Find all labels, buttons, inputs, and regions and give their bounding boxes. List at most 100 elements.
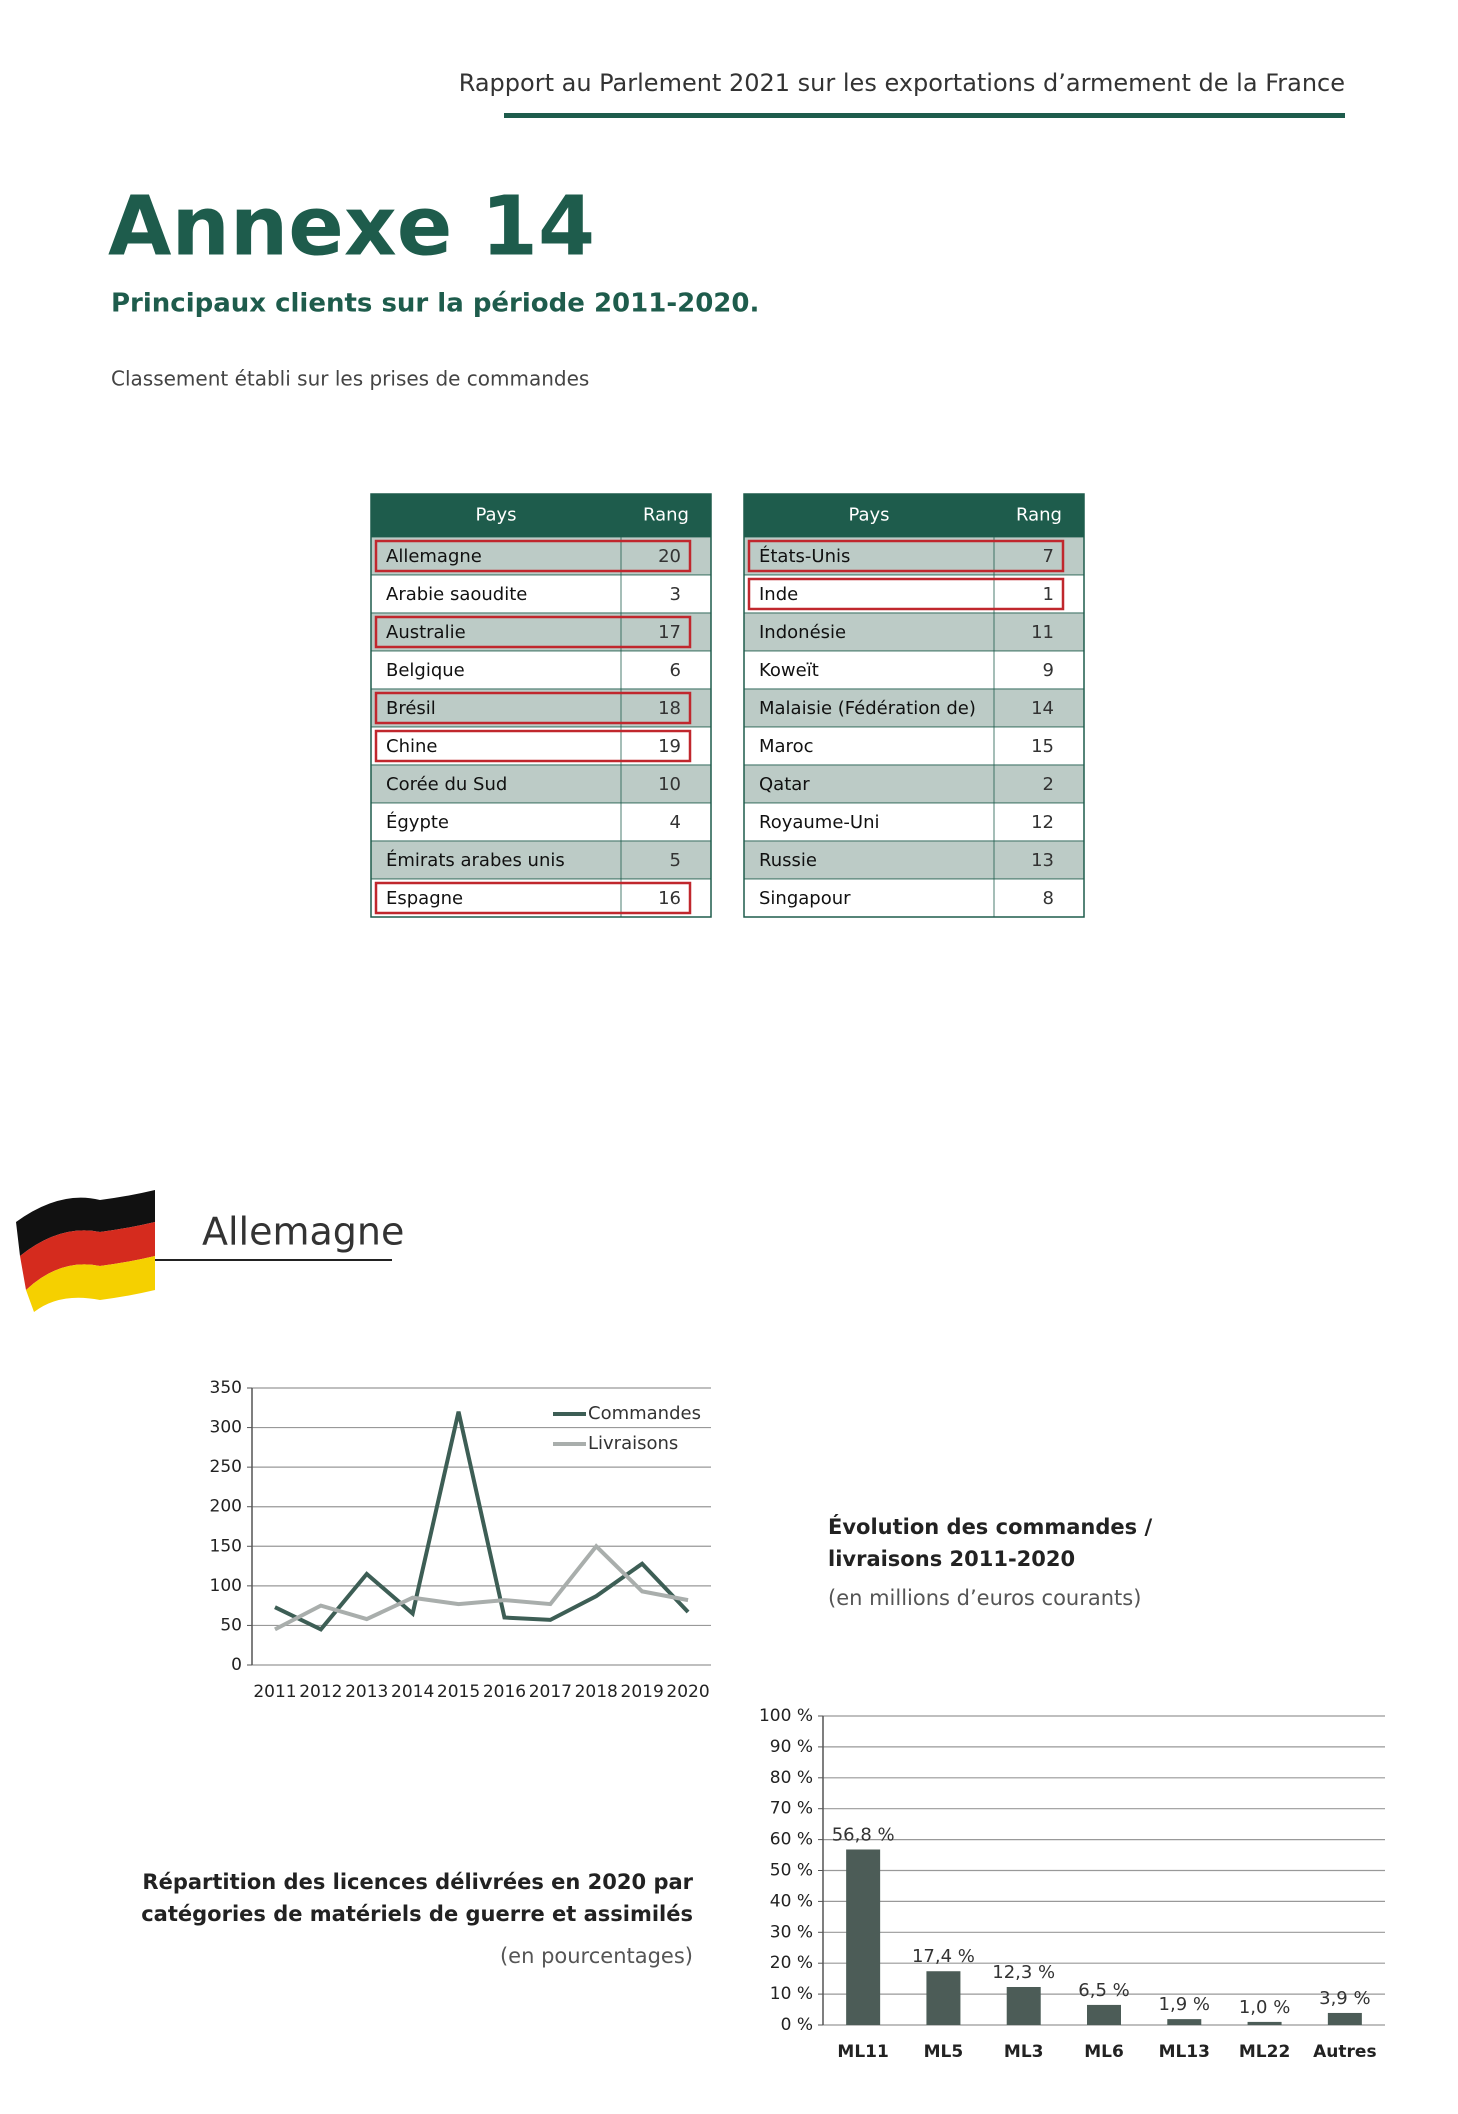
table-row bbox=[370, 840, 712, 880]
rank-cell: 15 bbox=[1031, 736, 1054, 757]
x-tick-label: ML11 bbox=[837, 2042, 888, 2062]
country-cell: Égypte bbox=[386, 811, 449, 833]
y-tick-label: 80 % bbox=[770, 1768, 813, 1788]
table-row bbox=[743, 650, 1085, 690]
bar bbox=[1327, 2012, 1362, 2025]
rank-cell: 20 bbox=[658, 546, 681, 567]
table-border bbox=[370, 493, 712, 918]
table-row bbox=[743, 840, 1085, 880]
x-tick-label: 2017 bbox=[529, 1682, 572, 1702]
y-tick-label: 0 % bbox=[781, 2015, 813, 2035]
bar bbox=[926, 1971, 961, 2025]
rank-cell: 17 bbox=[658, 622, 681, 643]
rank-cell: 19 bbox=[658, 736, 681, 757]
country-cell: Allemagne bbox=[386, 546, 482, 567]
country-cell: Indonésie bbox=[759, 622, 846, 643]
country-cell: Singapour bbox=[759, 888, 851, 909]
table-row bbox=[370, 802, 712, 842]
bar bbox=[846, 1849, 881, 2025]
line-chart-subtitle: (en millions d’euros courants) bbox=[828, 1586, 1142, 1610]
rank-cell: 14 bbox=[1031, 698, 1054, 719]
country-cell: Émirats arabes unis bbox=[386, 849, 565, 871]
series-line bbox=[274, 1543, 689, 1632]
y-tick-label: 200 bbox=[210, 1497, 242, 1517]
table-row bbox=[370, 650, 712, 690]
country-cell: Brésil bbox=[386, 698, 436, 719]
y-tick-label: 90 % bbox=[770, 1737, 813, 1757]
column-header: Rang bbox=[1016, 505, 1062, 526]
highlight-box bbox=[374, 881, 692, 915]
table-row bbox=[370, 878, 712, 918]
highlight-box bbox=[747, 539, 1065, 573]
flag bbox=[16, 1190, 155, 1312]
column-header: Rang bbox=[643, 505, 689, 526]
y-tick-label: 50 % bbox=[770, 1861, 813, 1881]
bar-chart-subtitle: (en pourcentages) bbox=[499, 1944, 693, 1968]
y-tick-label: 60 % bbox=[770, 1830, 813, 1850]
y-tick-label: 150 bbox=[210, 1536, 242, 1556]
y-tick-label: 20 % bbox=[770, 1953, 813, 1973]
bar bbox=[1167, 2019, 1202, 2025]
x-tick-label: Autres bbox=[1313, 2042, 1376, 2062]
header-rule bbox=[504, 113, 1345, 118]
value-label: 56,8 % bbox=[832, 1824, 895, 1845]
rank-cell: 7 bbox=[1043, 546, 1054, 567]
x-tick-label: 2018 bbox=[575, 1682, 618, 1702]
highlight-box bbox=[374, 615, 692, 649]
y-tick-label: 100 bbox=[210, 1576, 242, 1596]
country-cell: Qatar bbox=[759, 774, 810, 795]
country-cell: Australie bbox=[386, 622, 466, 643]
bar bbox=[1247, 2021, 1282, 2025]
series-line bbox=[274, 1411, 690, 1632]
rank-cell: 5 bbox=[670, 850, 681, 871]
x-tick-label: ML13 bbox=[1159, 2042, 1210, 2062]
table-border bbox=[743, 493, 1085, 918]
x-tick-label: 2019 bbox=[621, 1682, 664, 1702]
x-tick-label: 2014 bbox=[391, 1682, 434, 1702]
rank-cell: 4 bbox=[670, 812, 681, 833]
table-row bbox=[743, 612, 1085, 652]
country-cell: Russie bbox=[759, 850, 817, 871]
bar-chart-title: Répartition des licences délivrées en 20… bbox=[141, 1870, 693, 1926]
x-tick-label: ML6 bbox=[1084, 2042, 1124, 2062]
country-cell: Royaume-Uni bbox=[759, 812, 880, 833]
country-cell: Corée du Sud bbox=[386, 774, 507, 795]
rank-cell: 2 bbox=[1043, 774, 1054, 795]
table-row bbox=[743, 536, 1085, 576]
subtitle: Principaux clients sur la période 2011-2… bbox=[111, 289, 759, 319]
legend-label: Commandes bbox=[588, 1403, 701, 1424]
y-tick-label: 40 % bbox=[770, 1891, 813, 1911]
y-tick-label: 300 bbox=[210, 1418, 242, 1438]
table-row bbox=[743, 726, 1085, 766]
x-tick-label: 2016 bbox=[483, 1682, 526, 1702]
y-tick-label: 350 bbox=[210, 1378, 242, 1398]
y-tick-label: 70 % bbox=[770, 1799, 813, 1819]
x-tick-label: 2011 bbox=[253, 1682, 296, 1702]
line-chart-title: Évolution des commandes / livraisons 201… bbox=[828, 1515, 1153, 1571]
country-cell: Belgique bbox=[386, 660, 465, 681]
table-row bbox=[743, 878, 1085, 918]
country-cell: Inde bbox=[759, 584, 798, 605]
value-label: 1,0 % bbox=[1239, 1997, 1290, 2018]
rank-cell: 6 bbox=[670, 660, 681, 681]
rank-cell: 8 bbox=[1043, 888, 1054, 909]
x-tick-label: ML3 bbox=[1004, 2042, 1044, 2062]
table-row bbox=[743, 574, 1085, 614]
rank-cell: 10 bbox=[658, 774, 681, 795]
country-cell: Malaisie (Fédération de) bbox=[759, 698, 976, 719]
rank-cell: 13 bbox=[1031, 850, 1054, 871]
column-header: Pays bbox=[848, 505, 889, 526]
country-cell: Arabie saoudite bbox=[386, 584, 527, 605]
y-tick-label: 100 % bbox=[759, 1706, 813, 1726]
header: Rapport au Parlement 2021 sur les export… bbox=[459, 69, 1345, 97]
country-cell: Koweït bbox=[759, 660, 819, 681]
rank-cell: 16 bbox=[658, 888, 681, 909]
rank-cell: 12 bbox=[1031, 812, 1054, 833]
value-label: 3,9 % bbox=[1319, 1988, 1370, 2009]
note: Classement établi sur les prises de comm… bbox=[111, 367, 589, 391]
bar bbox=[1006, 1986, 1041, 2025]
y-tick-label: 10 % bbox=[770, 1984, 813, 2004]
y-tick-label: 50 bbox=[220, 1615, 242, 1635]
